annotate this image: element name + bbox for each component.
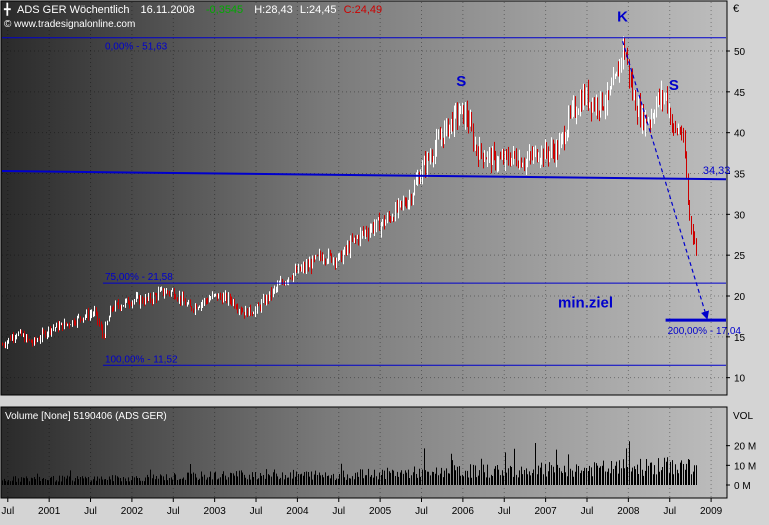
symbol-label: ADS GER Wöchentlich	[17, 4, 129, 16]
x-tick-label: 2009	[700, 506, 723, 517]
x-tick-label: 2008	[617, 506, 640, 517]
chart-header: ╋ ADS GER Wöchentlich 16.11.2008 -0,3545…	[3, 2, 739, 30]
x-tick-label: 2005	[369, 506, 392, 517]
volume-bars	[2, 441, 697, 485]
fib-label: 100,00% - 11,52	[105, 354, 178, 365]
vol-tick-label: 20 M	[734, 442, 756, 453]
y-tick-label: 45	[734, 88, 746, 99]
x-tick-label: Jul	[1, 506, 14, 517]
x-tick-label: Jul	[415, 506, 428, 517]
y-tick-label: 35	[734, 170, 746, 181]
volume-title: Volume [None] 5190406 (ADS GER)	[5, 411, 167, 422]
fibonacci-lines: 0,00% - 51,63 75,00% - 21,58 100,00% - 11,…	[2, 37, 742, 366]
neckline	[1, 170, 727, 181]
x-tick-label: Jul	[581, 506, 594, 517]
neckline-label: 34,33	[703, 165, 731, 177]
x-tick-label: Jul	[167, 506, 180, 517]
svg-text:ADS GER Wöchentlich 16: ADS GER Wöchentlich 16.11.2008 -0,3545 H…	[17, 4, 382, 16]
fib-label: 75,00% - 21,58	[105, 272, 173, 283]
x-tick-label: 2001	[38, 506, 61, 517]
y-tick-label: 25	[734, 251, 746, 262]
x-tick-label: Jul	[332, 506, 345, 517]
right-shoulder-label: S	[669, 77, 679, 94]
y-tick-label: 50	[734, 47, 746, 58]
head-label: K	[617, 9, 628, 26]
fib-label: 0,00% - 51,63	[105, 42, 168, 53]
x-tick-label: 2003	[204, 506, 227, 517]
currency-label: €	[733, 3, 739, 15]
fib-label: 200,00% - 17,04	[668, 326, 742, 337]
x-tick-label: 2006	[452, 506, 475, 517]
target-label: min.ziel	[558, 294, 613, 311]
price-panel	[0, 0, 728, 396]
high-label: H:28,43	[254, 4, 293, 16]
y-tick-label: 20	[734, 292, 746, 303]
vol-tick-label: 10 M	[734, 461, 756, 472]
date-label: 16.11.2008	[141, 4, 195, 16]
source-label: © www.tradesignalonline.com	[4, 19, 135, 30]
target-arrow	[621, 41, 710, 320]
close-label: C:24,49	[344, 4, 383, 16]
y-tick-label: 10	[734, 374, 746, 385]
low-label: L:24,45	[300, 4, 337, 16]
x-tick-label: Jul	[250, 506, 263, 517]
x-tick-label: Jul	[663, 506, 676, 517]
left-shoulder-label: S	[456, 73, 466, 90]
volume-axis-label: VOL	[733, 411, 753, 422]
time-x-axis: Jul 2001 Jul 2002 Jul 2003 Jul 2004 Jul 2005 Jul 20…	[1, 498, 723, 517]
x-tick-label: 2007	[534, 506, 557, 517]
y-tick-label: 30	[734, 210, 746, 221]
change-label: -0,3545	[206, 4, 243, 16]
price-bars	[2, 36, 697, 349]
chart-menu-icon[interactable]: ╋	[3, 2, 11, 16]
y-tick-label: 40	[734, 129, 746, 140]
x-tick-label: Jul	[84, 506, 97, 517]
price-y-axis: 10 15 20 25 30 35 40 45 50	[726, 47, 746, 385]
vol-tick-label: 0 M	[734, 481, 751, 492]
x-tick-label: Jul	[498, 506, 511, 517]
volume-y-axis: 0 M 10 M 20 M	[726, 442, 756, 492]
x-tick-label: 2002	[121, 506, 144, 517]
y-tick-label: 15	[734, 333, 746, 344]
grid-lines	[2, 2, 726, 497]
x-tick-label: 2004	[286, 506, 309, 517]
